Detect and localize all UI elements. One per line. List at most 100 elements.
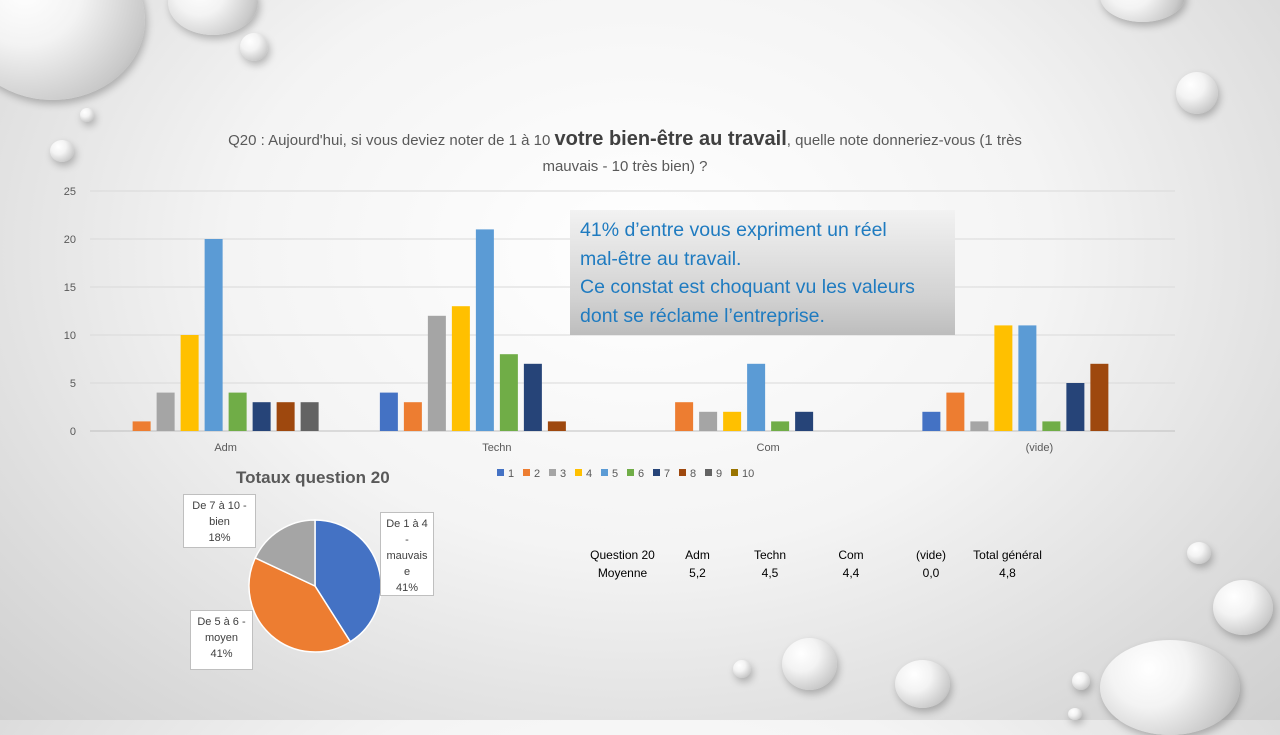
x-tick-label: (vide) [1026,442,1054,454]
stats-value: 4,5 [761,566,779,580]
legend-swatch [627,469,634,476]
pie-label-text: De 1 à 4 [386,518,428,530]
water-drop-decoration [1187,542,1211,564]
legend-label: 6 [638,468,644,480]
x-tick-label: Adm [214,442,237,454]
stats-value: 0,0 [922,566,940,580]
bar [922,411,941,431]
bar [204,239,223,431]
pie-label-text: 41% [210,648,233,660]
callout-line: Ce constat est choquant vu les valeurs [580,276,915,298]
title-prefix: Q20 : Aujourd'hui, si vous deviez noter … [228,132,551,149]
stats-value: Moyenne [597,566,648,580]
water-drop-decoration [1213,580,1273,635]
stats-value: 5,2 [689,566,706,580]
bar [1042,421,1061,431]
bar [1018,325,1037,431]
callout-line: mal-être au travail. [580,247,742,270]
bar [156,392,175,431]
pie-label-medium: De 5 à 6 - moyen 41% [190,610,253,670]
pie-label-text: - [405,534,409,546]
stats-value: 4,4 [842,566,860,580]
stats-header-row: Question 20 Adm Techn Com (vide) Total g… [580,548,1045,566]
callout-line: dont se réclame l’entreprise. [580,304,825,327]
y-tick-label: 20 [64,234,76,246]
legend-swatch [549,469,556,476]
pie-label-text: De 7 à 10 - [192,500,247,512]
bar [451,306,470,431]
legend-label: 7 [664,468,670,480]
bar [946,392,965,431]
stats-header: Techn [753,548,787,562]
title-bold: votre bien-être au travail [554,128,787,150]
bar [970,421,989,431]
water-drop-decoration [733,660,751,678]
stats-table: Question 20 Adm Techn Com (vide) Total g… [580,548,1045,584]
chart-title: Q20 : Aujourd'hui, si vous deviez noter … [140,126,1110,180]
pie-label-text: moyen [204,632,239,644]
stats-value-row: Moyenne 5,2 4,5 4,4 0,0 4,8 [580,566,1045,584]
pie-label-text: mauvais [386,550,428,562]
bar [427,315,446,431]
stats-header: Com [838,548,864,562]
y-tick-label: 25 [64,186,76,198]
water-drop-decoration [782,638,837,690]
legend-swatch [679,469,686,476]
pie-label-text: bien [209,516,230,528]
bar [403,402,422,431]
legend-label: 8 [690,468,696,480]
legend-swatch [653,469,660,476]
legend-swatch [731,469,738,476]
bar [675,402,694,431]
pie-chart-title: Totaux question 20 [236,468,390,487]
bar [180,335,199,431]
bar [523,363,542,431]
x-tick-label: Techn [482,442,511,454]
stats-header: Adm [685,548,710,562]
legend-swatch [575,469,582,476]
legend-swatch [705,469,712,476]
y-tick-label: 0 [70,426,76,438]
pie-label-text: 18% [208,532,231,544]
bar [252,402,271,431]
y-tick-label: 10 [64,330,76,342]
bar [547,421,566,431]
bar [1066,383,1085,431]
stats-value: 4,8 [999,566,1016,580]
pie-slice [248,556,352,653]
title-line2: mauvais - 10 très bien) ? [542,158,708,175]
pie-label-good: De 7 à 10 - bien 18% [183,494,256,548]
water-drop-decoration [240,33,268,61]
stats-header: (vide) [915,548,946,562]
legend-label: 9 [716,468,722,480]
water-drop-decoration [1068,708,1082,720]
water-drop-decoration [50,140,74,162]
title-suffix: , quelle note donneriez-vous (1 très [786,132,1022,149]
bar [723,411,742,431]
y-tick-label: 5 [70,378,76,390]
water-drop-decoration [1072,672,1090,690]
bar [994,325,1013,431]
pie-label-text: e [403,566,411,578]
legend-label: 3 [560,468,566,480]
bar [499,354,518,431]
legend-swatch [601,469,608,476]
legend-label: 4 [586,468,592,480]
pie-label-bad: De 1 à 4 - mauvais e 41% [380,512,434,596]
bar [747,363,766,431]
callout-line: 41% d’entre vous expriment un réel [580,219,887,241]
water-drop-decoration [1100,0,1185,22]
water-drop-decoration [1100,640,1240,735]
bar [300,402,319,431]
stats-header: Total général [973,548,1042,562]
bar [795,411,814,431]
legend-label: 10 [742,468,754,480]
bar [475,229,494,431]
legend-label: 5 [612,468,618,480]
callout-box: 41% d’entre vous expriment un réel mal-ê… [570,210,955,335]
stats-header: Question 20 [590,548,655,562]
water-drop-decoration [895,660,950,708]
legend-swatch [497,469,504,476]
pie-slice [254,519,316,588]
y-tick-label: 15 [64,282,76,294]
